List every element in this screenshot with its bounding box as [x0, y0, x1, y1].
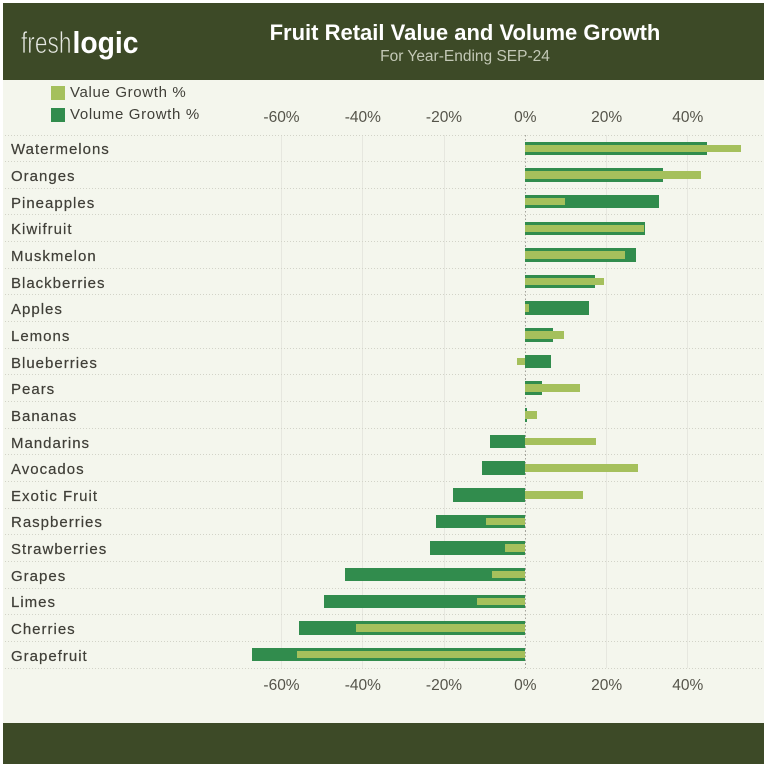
svg-text:fresh: fresh — [21, 25, 72, 60]
svg-text:logic: logic — [73, 25, 139, 60]
